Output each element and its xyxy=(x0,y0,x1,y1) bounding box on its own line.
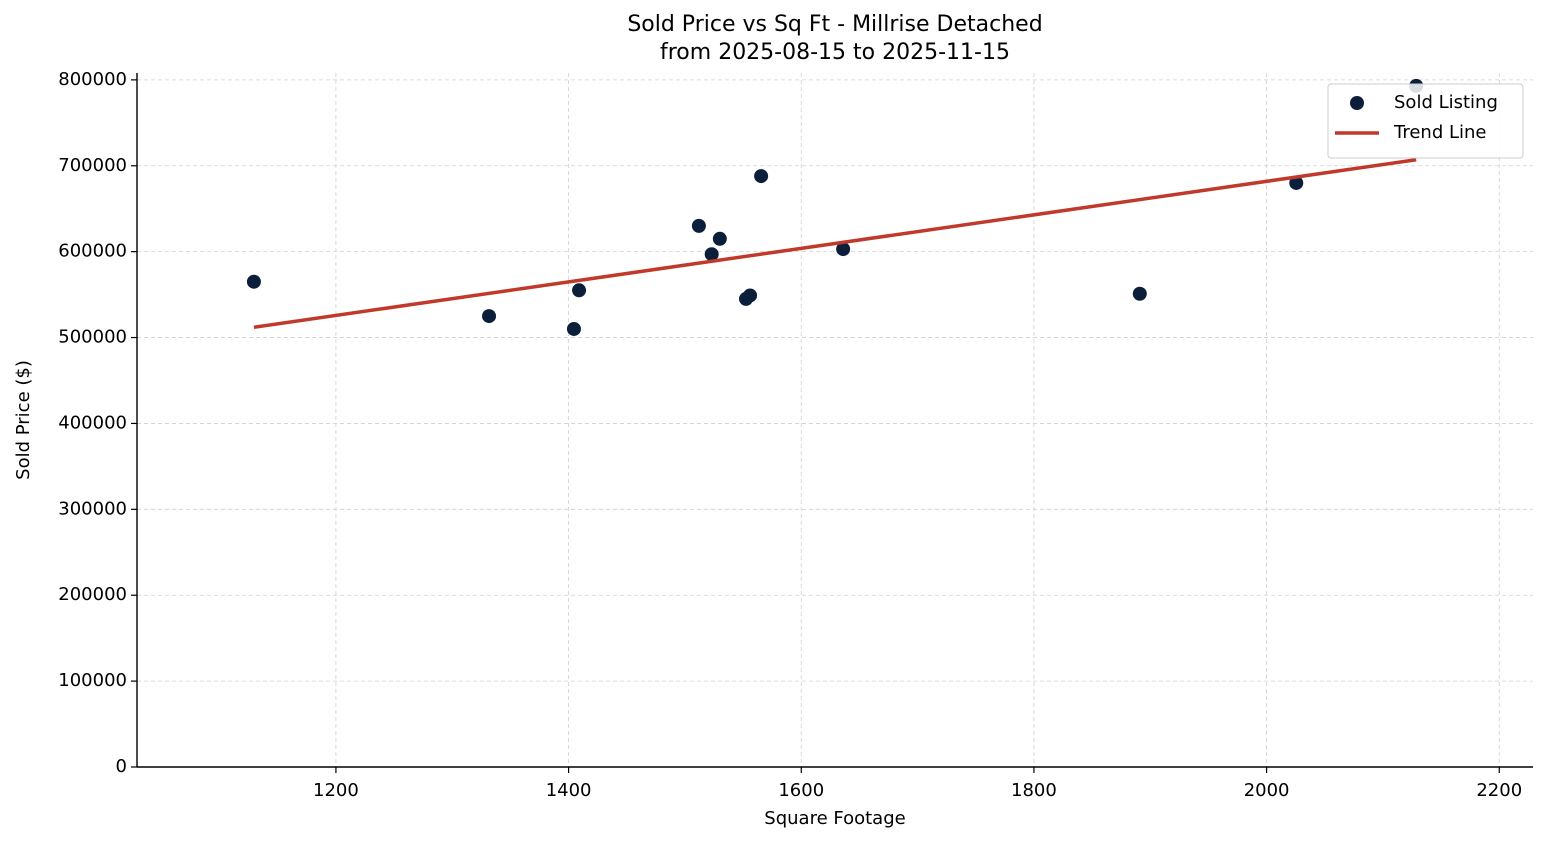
legend-label: Trend Line xyxy=(1393,122,1487,143)
x-tick-label: 1800 xyxy=(1011,780,1057,801)
y-tick-label: 500000 xyxy=(58,327,127,348)
point xyxy=(743,288,758,303)
y-axis-label: Sold Price ($) xyxy=(13,360,34,480)
point xyxy=(754,169,769,184)
point xyxy=(691,218,706,233)
point xyxy=(482,309,497,324)
chart-title: Sold Price vs Sq Ft - Millrise Detached xyxy=(627,12,1042,37)
point xyxy=(712,231,727,246)
y-tick-label: 400000 xyxy=(58,412,127,433)
y-tick-label: 700000 xyxy=(58,155,127,176)
point xyxy=(1289,175,1304,190)
x-tick-label: 1200 xyxy=(313,780,359,801)
legend-marker xyxy=(1350,96,1364,110)
point xyxy=(566,321,581,336)
y-tick-label: 0 xyxy=(116,756,127,777)
point xyxy=(704,247,719,262)
y-tick-label: 100000 xyxy=(58,670,127,691)
x-tick-label: 1600 xyxy=(778,780,824,801)
point xyxy=(572,283,587,298)
legend-box xyxy=(1327,83,1524,159)
point xyxy=(246,274,261,289)
y-tick-label: 200000 xyxy=(58,584,127,605)
x-tick-label: 2200 xyxy=(1476,780,1522,801)
x-tick-label: 2000 xyxy=(1244,780,1290,801)
point xyxy=(836,242,851,257)
x-axis-label: Square Footage xyxy=(764,808,905,829)
trend-line xyxy=(253,158,1417,329)
y-tick-label: 600000 xyxy=(58,241,127,262)
legend-label: Sold Listing xyxy=(1394,92,1498,113)
y-tick-label: 800000 xyxy=(58,69,127,90)
x-tick-label: 1400 xyxy=(546,780,592,801)
chart-subtitle: from 2025-08-15 to 2025-11-15 xyxy=(660,40,1010,65)
y-tick-label: 300000 xyxy=(58,498,127,519)
point xyxy=(1132,286,1147,301)
